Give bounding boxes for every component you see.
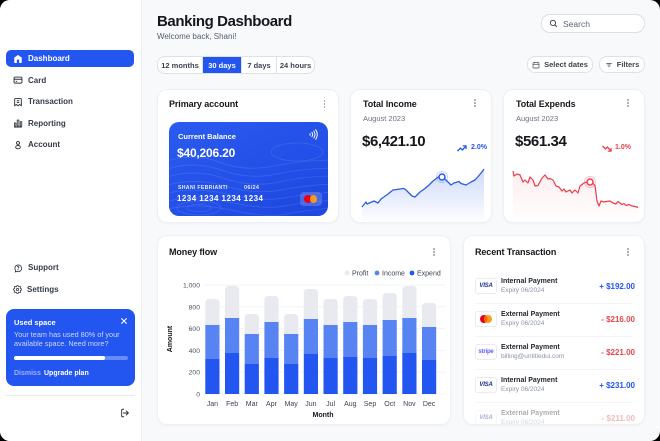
svg-text:800: 800 bbox=[189, 304, 201, 311]
svg-text:Amount: Amount bbox=[167, 325, 174, 352]
svg-text:Income: Income bbox=[382, 271, 405, 278]
svg-text:0: 0 bbox=[196, 392, 200, 399]
svg-text:Month: Month bbox=[313, 412, 334, 419]
svg-text:1,000: 1,000 bbox=[183, 283, 200, 290]
svg-text:Oct: Oct bbox=[384, 401, 395, 408]
svg-text:Feb: Feb bbox=[226, 401, 238, 408]
svg-text:Dec: Dec bbox=[423, 401, 436, 408]
svg-text:Profit: Profit bbox=[352, 271, 368, 278]
svg-text:Expend: Expend bbox=[417, 271, 441, 278]
svg-text:Apr: Apr bbox=[266, 401, 278, 408]
svg-text:400: 400 bbox=[189, 348, 201, 355]
svg-text:Jun: Jun bbox=[305, 401, 316, 408]
svg-text:200: 200 bbox=[189, 370, 201, 377]
svg-text:Jul: Jul bbox=[326, 401, 335, 408]
svg-text:Nov: Nov bbox=[403, 401, 416, 408]
svg-text:Mar: Mar bbox=[246, 401, 259, 408]
svg-text:Aug: Aug bbox=[344, 401, 357, 408]
svg-text:May: May bbox=[285, 401, 299, 408]
svg-text:600: 600 bbox=[189, 326, 201, 333]
svg-text:Jan: Jan bbox=[207, 401, 218, 408]
svg-text:Sep: Sep bbox=[364, 401, 377, 408]
